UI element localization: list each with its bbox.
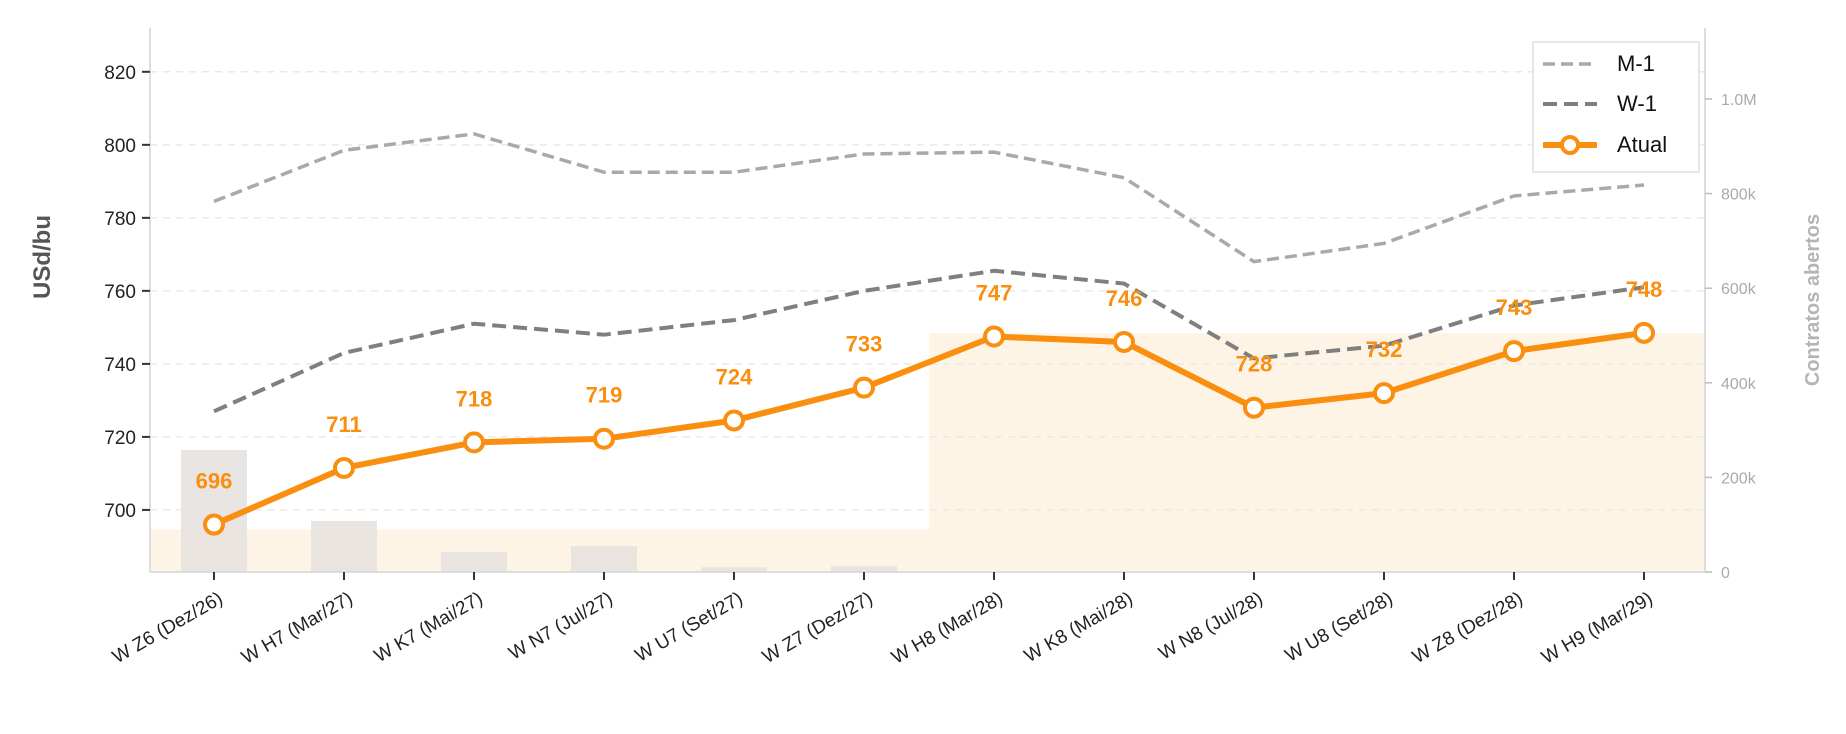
data-labels: 696 711 718 719 724 733 747 746 728 732 743 748 [196, 277, 1663, 494]
atual-marker [593, 427, 615, 450]
atual-data-label: 724 [716, 364, 753, 389]
y-tick-label: 820 [104, 63, 136, 84]
open-interest-bar [701, 567, 767, 572]
atual-data-label: 733 [846, 332, 883, 357]
y-tick-label: 800 [104, 136, 136, 157]
atual-data-label: 718 [456, 386, 493, 411]
atual-marker [463, 431, 485, 454]
series-line-w1 [213, 268, 1645, 414]
atual-marker [333, 456, 355, 479]
y2-axis-title: Contratos abertos [1802, 214, 1824, 386]
series-line-atual [212, 329, 1645, 528]
atual-marker [983, 325, 1005, 348]
y-tick-label: 720 [104, 428, 136, 449]
x-tick-label: W H9 (Mar/29) [1538, 588, 1656, 668]
y-tick-label: 780 [104, 209, 136, 230]
legend-marker-atual [1560, 135, 1580, 155]
legend-label-atual: Atual [1617, 132, 1667, 157]
x-tick-label: W U7 (Set/27) [632, 588, 747, 666]
atual-marker [1373, 382, 1395, 405]
x-tick-label: W Z7 (Dez/27) [759, 588, 876, 668]
y-axis-title: USd/bu [29, 215, 56, 299]
atual-data-label: 711 [326, 412, 362, 437]
atual-marker [853, 376, 875, 399]
x-tick-label: W N7 (Jul/27) [505, 588, 616, 664]
atual-data-label: 696 [196, 469, 233, 494]
atual-marker [203, 513, 225, 536]
legend-box [1532, 41, 1700, 173]
legend: M-1 W-1 Atual [1532, 41, 1700, 173]
atual-marker [1503, 340, 1525, 363]
atual-data-label: 743 [1496, 295, 1533, 320]
open-interest-bar [831, 566, 897, 572]
atual-marker [1243, 396, 1265, 419]
atual-data-label: 719 [586, 383, 623, 408]
atual-data-label: 747 [976, 281, 1013, 306]
x-tick-label: W K8 (Mai/28) [1021, 588, 1137, 667]
x-tick-label: W Z6 (Dez/26) [109, 588, 226, 668]
y-tick-label: 760 [104, 282, 136, 303]
atual-data-label: 728 [1236, 352, 1273, 377]
open-interest-bar [311, 520, 377, 572]
y-tick-label: 700 [104, 501, 136, 522]
x-tick-label: W Z8 (Dez/28) [1409, 588, 1526, 668]
open-interest-bar [441, 552, 507, 572]
open-interest-background [150, 333, 1705, 572]
atual-marker [1113, 330, 1135, 353]
series-lines [212, 132, 1645, 528]
y2-tick-label: 0 [1721, 565, 1730, 582]
open-interest-bars [181, 449, 897, 572]
atual-marker [723, 409, 745, 432]
open-interest-area [150, 333, 1705, 572]
y2-tick-label: 1.0M [1721, 92, 1757, 109]
y2-tick-label: 400k [1721, 376, 1757, 393]
atual-data-label: 746 [1106, 286, 1143, 311]
open-interest-bar [181, 449, 247, 572]
legend-label-m1: M-1 [1617, 51, 1655, 76]
legend-label-w1: W-1 [1617, 91, 1657, 116]
x-tick-label: W U8 (Set/28) [1282, 588, 1397, 666]
atual-data-label: 732 [1366, 337, 1403, 362]
x-tick-label: W K7 (Mai/27) [371, 588, 487, 667]
series-markers [203, 321, 1655, 536]
atual-marker [1633, 321, 1655, 344]
x-tick-label: W N8 (Jul/28) [1155, 588, 1266, 664]
x-tick-label: W H7 (Mar/27) [238, 588, 356, 668]
atual-data-label: 748 [1626, 277, 1663, 302]
y2-tick-label: 800k [1721, 187, 1757, 204]
open-interest-bar [571, 545, 637, 572]
x-tick-label: W H8 (Mar/28) [888, 588, 1006, 668]
y2-tick-label: 200k [1721, 470, 1757, 487]
y-tick-label: 740 [104, 355, 136, 376]
y2-tick-label: 600k [1721, 281, 1757, 298]
series-line-m1 [213, 132, 1645, 264]
